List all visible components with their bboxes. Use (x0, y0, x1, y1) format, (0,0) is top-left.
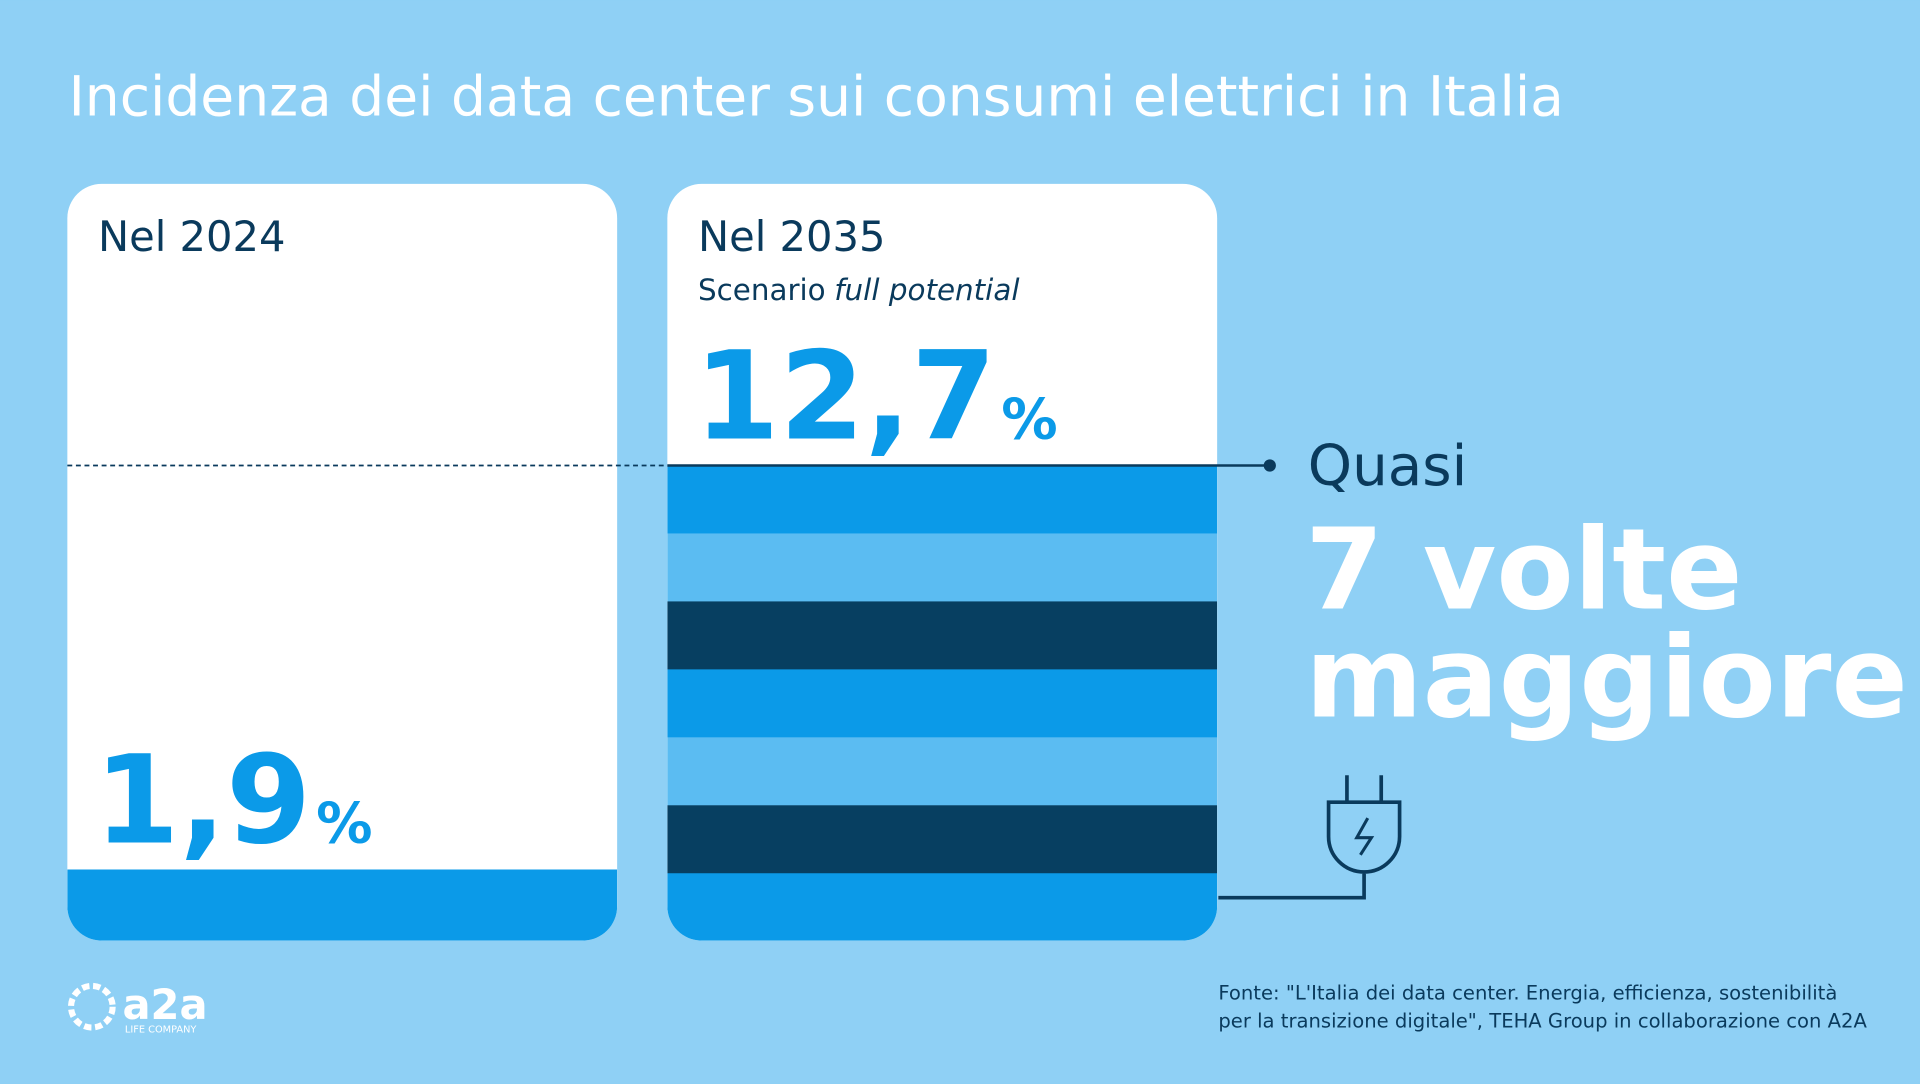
source: per la transizione digitale", TEHA Group… (1218, 1010, 1867, 1033)
category-label: Nel 2035 (698, 212, 885, 261)
category-label: Nel 2024 (98, 212, 285, 261)
value-label: 12,7% (694, 325, 1057, 468)
card (67, 183, 618, 941)
scenario-emphasis: full potential (834, 273, 1020, 307)
plug-icon (1218, 775, 1402, 900)
value-unit: % (1001, 388, 1057, 453)
reference-dot (1263, 459, 1276, 472)
guide (67, 459, 1276, 472)
annotation-line: maggiore (1305, 611, 1908, 743)
value-number: 1,9 (94, 729, 311, 872)
annotation-line: 7 volte (1305, 504, 1742, 636)
bars (67, 465, 1218, 941)
value-unit: % (316, 792, 372, 857)
scenario: Scenario (698, 273, 826, 307)
logo-tagline: LIFE COMPANY (125, 1024, 196, 1035)
source: Fonte: "L'Italia dei data center. Energi… (1218, 981, 1837, 1004)
value-number: 12,7 (694, 325, 996, 468)
scenario-label: Scenario full potential (698, 273, 1020, 307)
logo-mark (67, 982, 116, 1031)
bar (667, 465, 1218, 941)
logo-name: a2a (122, 980, 207, 1029)
logo: a2a LIFE COMPANY (67, 980, 208, 1035)
chart-title: Incidenza dei data center sui consumi el… (69, 64, 1564, 128)
bar (67, 869, 618, 941)
value-label: 1,9% (94, 729, 372, 872)
annotation-lead: Quasi (1308, 434, 1468, 499)
